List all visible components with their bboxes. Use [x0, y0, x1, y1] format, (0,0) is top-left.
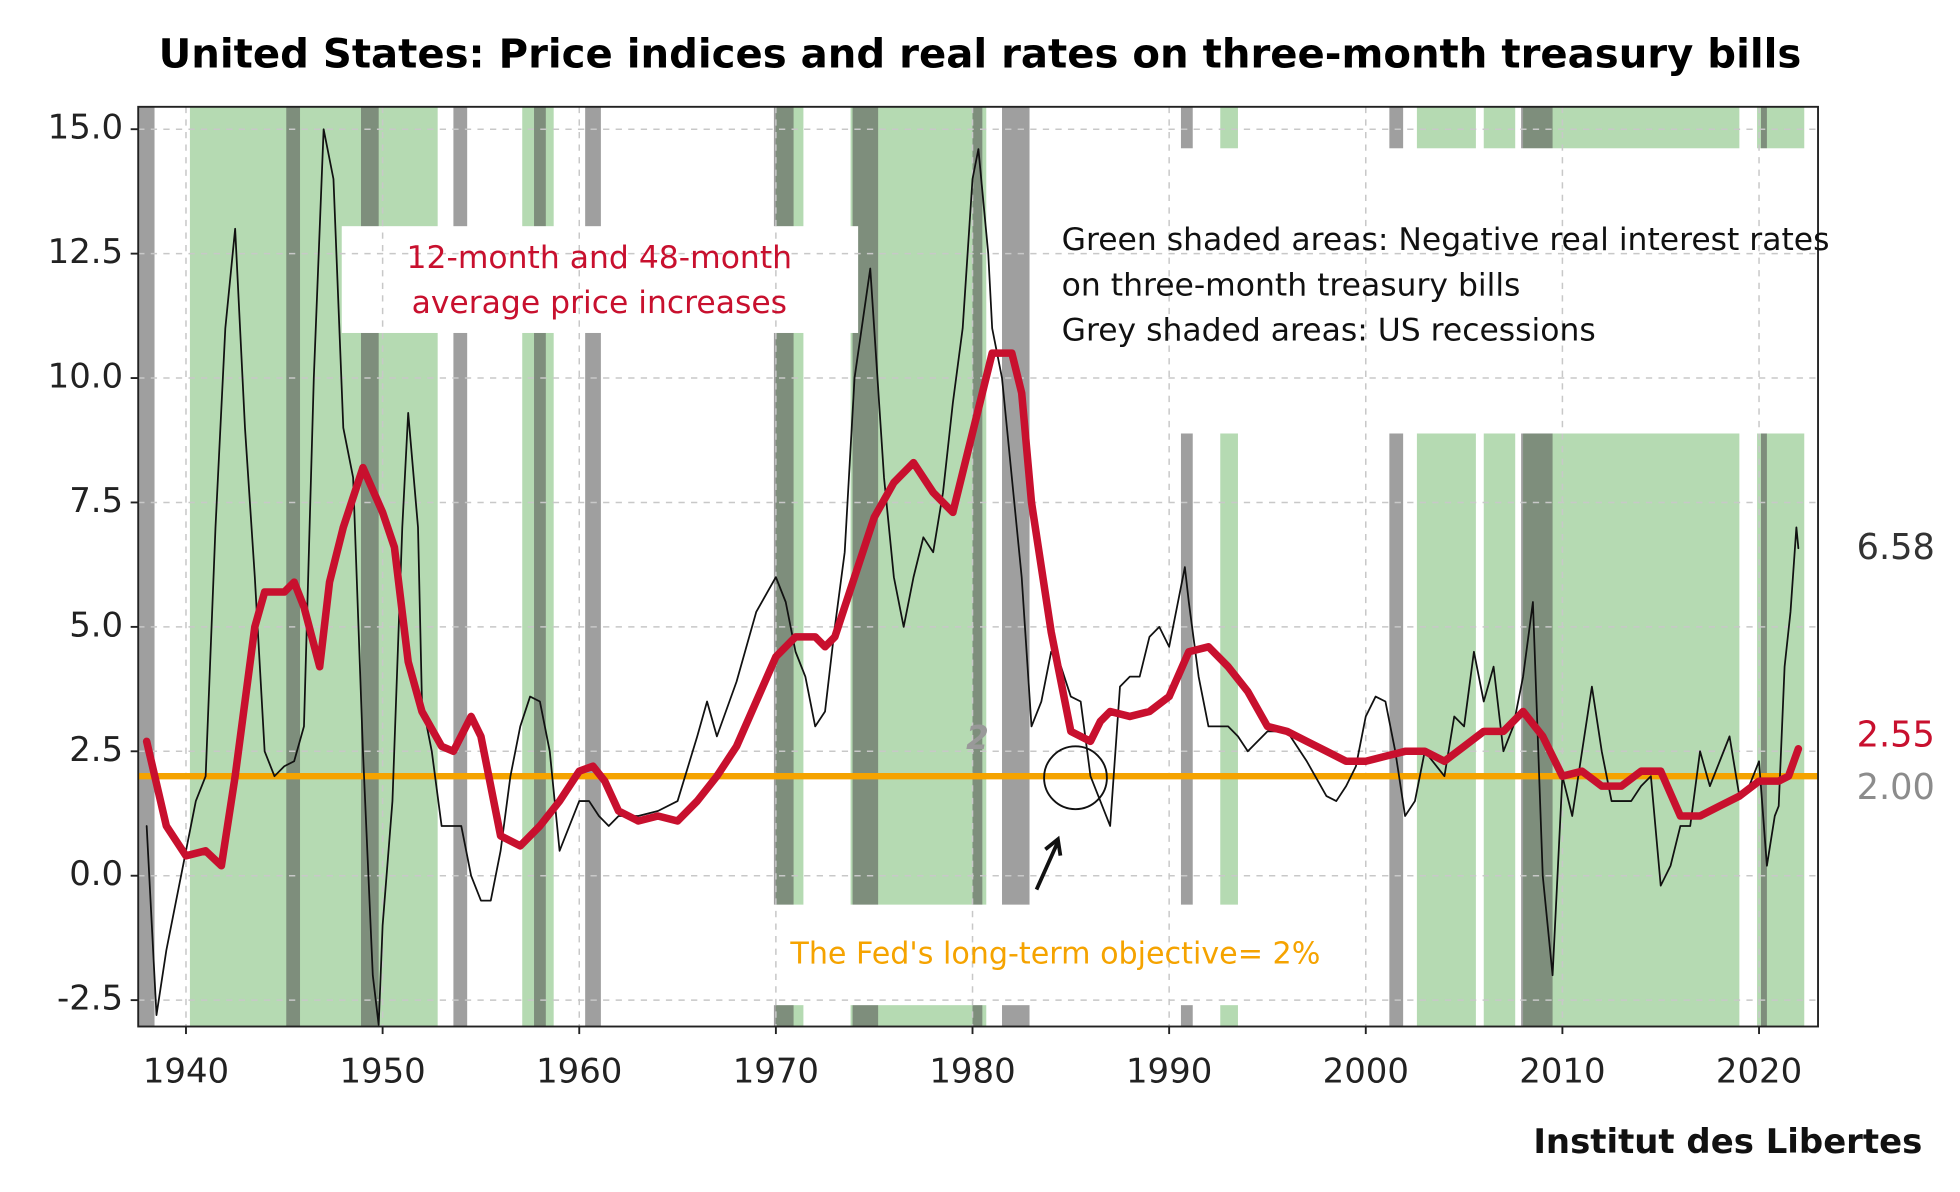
series-line [142, 349, 1803, 870]
lines-layer [138, 128, 1819, 1026]
recession-band [1002, 106, 1030, 1027]
recession-band [453, 106, 468, 1027]
objective-box [716, 904, 1364, 1006]
y-tick-label: -2.5 [57, 979, 123, 1018]
recession-band [534, 106, 546, 1027]
series-annotation: average price increases [412, 285, 787, 321]
recession-band [286, 106, 301, 1027]
x-tick-label: 1980 [929, 1051, 1015, 1090]
y-tick-label: 5.0 [69, 605, 123, 644]
series-annotation: 12-month and 48-month [407, 240, 793, 276]
x-tick-label: 1970 [733, 1051, 819, 1090]
arrow [1034, 835, 1063, 891]
annotation-box [341, 226, 859, 333]
x-tick-label: 1960 [536, 1051, 622, 1090]
y-tick-label: 2.5 [69, 730, 123, 769]
y-tick-label: 15.0 [48, 108, 124, 147]
source: Institut des Libertes [1533, 1122, 1922, 1161]
objective-text: The Fed's long-term objective= 2% [789, 936, 1320, 971]
x-tick-label: 1950 [339, 1051, 425, 1090]
x-tick-label: 1940 [143, 1051, 229, 1090]
end-label: 2.00 [1857, 767, 1935, 808]
y-tick-label: 7.5 [69, 481, 123, 520]
recession-band [972, 106, 983, 1027]
end-label: 2.55 [1857, 714, 1935, 755]
recession-band [138, 106, 155, 1027]
chart-title: United States: Price indices and real ra… [159, 32, 1802, 78]
x-tick-label: 2000 [1323, 1051, 1409, 1090]
highlight-circle [1043, 745, 1108, 811]
x-tick-label: 1990 [1126, 1051, 1212, 1090]
x-tick-label: 2020 [1716, 1051, 1802, 1090]
plot-frame [137, 105, 1819, 1028]
end-label: 6.58 [1857, 527, 1935, 568]
point-annotation: 2 [966, 719, 989, 757]
note: Grey shaded areas: US recessions [1062, 313, 1596, 349]
recession-band [585, 106, 601, 1027]
y-tick-label: 10.0 [48, 357, 124, 396]
recession-band [1180, 106, 1193, 1027]
note: on three-month treasury bills [1062, 267, 1521, 303]
recession-band [773, 106, 794, 1027]
note-box [1036, 148, 1819, 434]
y-tick-label: 0.0 [69, 854, 123, 893]
note: Green shaded areas: Negative real intere… [1062, 222, 1830, 258]
y-tick-label: 12.5 [48, 232, 124, 271]
recession-band [1761, 106, 1767, 1027]
x-tick-label: 2010 [1519, 1051, 1605, 1090]
grid-layer [138, 106, 1819, 1027]
